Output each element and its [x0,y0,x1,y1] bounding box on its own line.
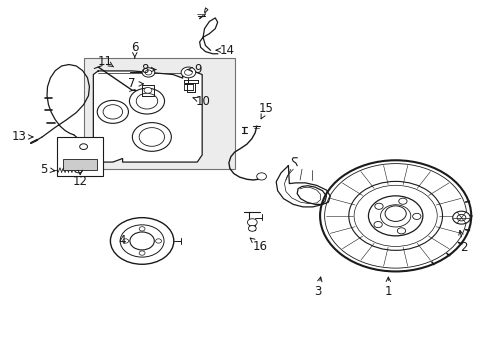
Circle shape [398,198,406,204]
Circle shape [367,196,422,236]
Circle shape [184,69,192,75]
Circle shape [456,215,465,221]
Text: 5: 5 [40,163,47,176]
Circle shape [142,68,155,77]
Circle shape [248,226,256,231]
Circle shape [348,181,442,250]
Text: 6: 6 [131,41,138,54]
Text: 11: 11 [98,55,113,68]
Circle shape [122,239,128,243]
Circle shape [384,206,406,221]
Text: 7: 7 [127,77,135,90]
Circle shape [139,251,145,255]
Circle shape [129,88,164,114]
Circle shape [374,203,383,209]
Circle shape [80,144,87,149]
Text: 10: 10 [195,95,210,108]
Text: 9: 9 [194,63,202,76]
Text: 8: 8 [141,63,148,76]
Circle shape [103,105,122,119]
Circle shape [181,67,195,78]
Bar [62,159,97,170]
Text: 12: 12 [73,175,87,188]
Text: 14: 14 [220,44,234,57]
Circle shape [120,225,163,257]
Circle shape [130,232,154,250]
Bar [83,58,234,169]
Circle shape [256,173,266,180]
Polygon shape [93,71,202,162]
Circle shape [397,228,405,234]
Text: 3: 3 [313,285,321,298]
Circle shape [139,128,164,146]
Circle shape [373,221,382,228]
Text: 16: 16 [252,240,267,253]
Circle shape [144,87,152,93]
Text: 13: 13 [12,130,27,144]
Circle shape [353,185,436,247]
Text: 2: 2 [459,241,467,254]
Circle shape [97,100,128,123]
Circle shape [324,163,466,268]
Circle shape [247,219,257,226]
Circle shape [155,239,161,243]
Text: 15: 15 [259,102,273,115]
Circle shape [452,211,469,224]
Circle shape [110,218,173,264]
Bar [57,137,103,176]
Circle shape [75,167,82,173]
Circle shape [136,93,158,109]
Text: 4: 4 [119,234,126,247]
Circle shape [145,70,152,75]
Circle shape [412,213,420,220]
Circle shape [139,227,145,231]
Circle shape [132,123,171,151]
Text: 1: 1 [384,285,391,298]
Circle shape [320,160,470,271]
Circle shape [380,205,410,227]
